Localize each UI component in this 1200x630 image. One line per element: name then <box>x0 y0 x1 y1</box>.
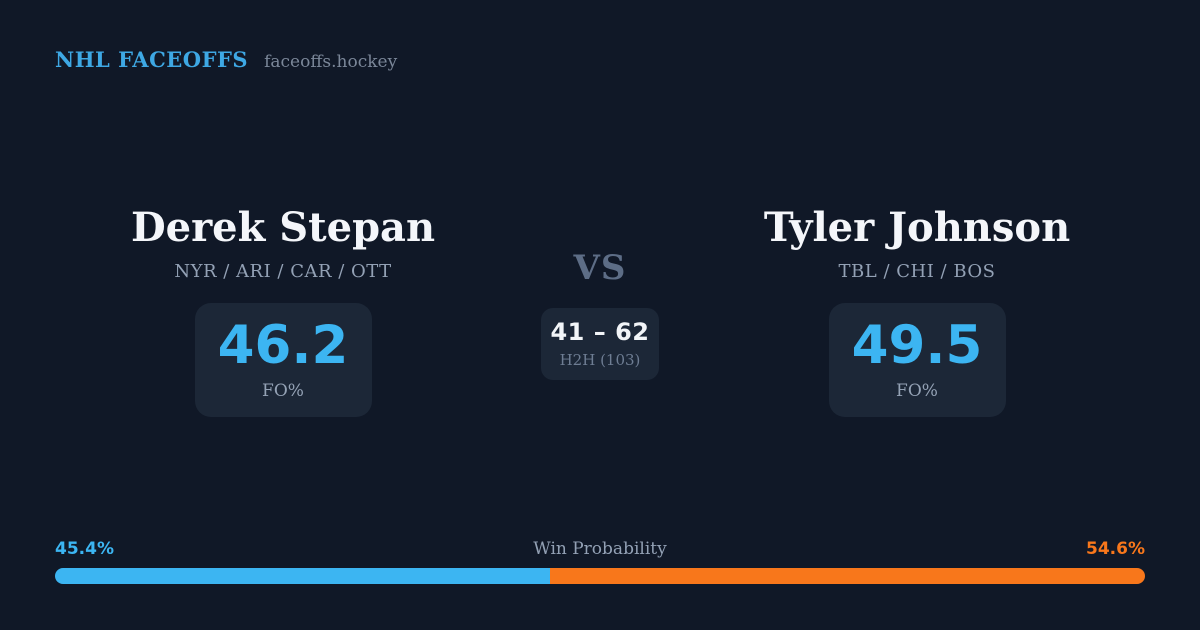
vs-column: VS 41 – 62 H2H (103) <box>540 251 660 380</box>
player-left-name: Derek Stepan <box>130 204 436 251</box>
win-probability-section: 45.4% Win Probability 54.6% <box>55 539 1145 584</box>
brand-domain: faceoffs.hockey <box>264 52 398 72</box>
header: NHL FACEOFFS faceoffs.hockey <box>55 47 397 72</box>
player-left-teams: NYR / ARI / CAR / OTT <box>174 261 392 282</box>
win-prob-bar-left-segment <box>55 568 550 584</box>
player-left-fo-label: FO% <box>262 381 304 401</box>
win-prob-bar <box>55 568 1145 584</box>
player-right-fo-label: FO% <box>896 381 938 401</box>
player-right-column: Tyler Johnson TBL / CHI / BOS 49.5 FO% <box>757 205 1077 417</box>
win-prob-right-pct: 54.6% <box>1086 539 1145 559</box>
vs-label: VS <box>573 248 627 288</box>
brand-title: NHL FACEOFFS <box>55 47 249 72</box>
player-left-column: Derek Stepan NYR / ARI / CAR / OTT 46.2 … <box>123 205 443 417</box>
player-right-name: Tyler Johnson <box>763 204 1071 251</box>
player-right-fo-value: 49.5 <box>851 315 983 376</box>
player-right-teams: TBL / CHI / BOS <box>838 261 996 282</box>
player-right-fo-card: 49.5 FO% <box>828 303 1006 417</box>
player-left-fo-value: 46.2 <box>217 315 349 376</box>
h2h-score: 41 – 62 <box>550 317 650 346</box>
win-probability-labels: 45.4% Win Probability 54.6% <box>55 539 1145 559</box>
h2h-label: H2H (103) <box>559 350 641 369</box>
win-prob-left-pct: 45.4% <box>55 539 114 559</box>
win-prob-title: Win Probability <box>533 539 667 559</box>
h2h-card: 41 – 62 H2H (103) <box>541 308 659 380</box>
win-prob-bar-right-segment <box>549 568 1145 584</box>
player-left-fo-card: 46.2 FO% <box>194 303 372 417</box>
